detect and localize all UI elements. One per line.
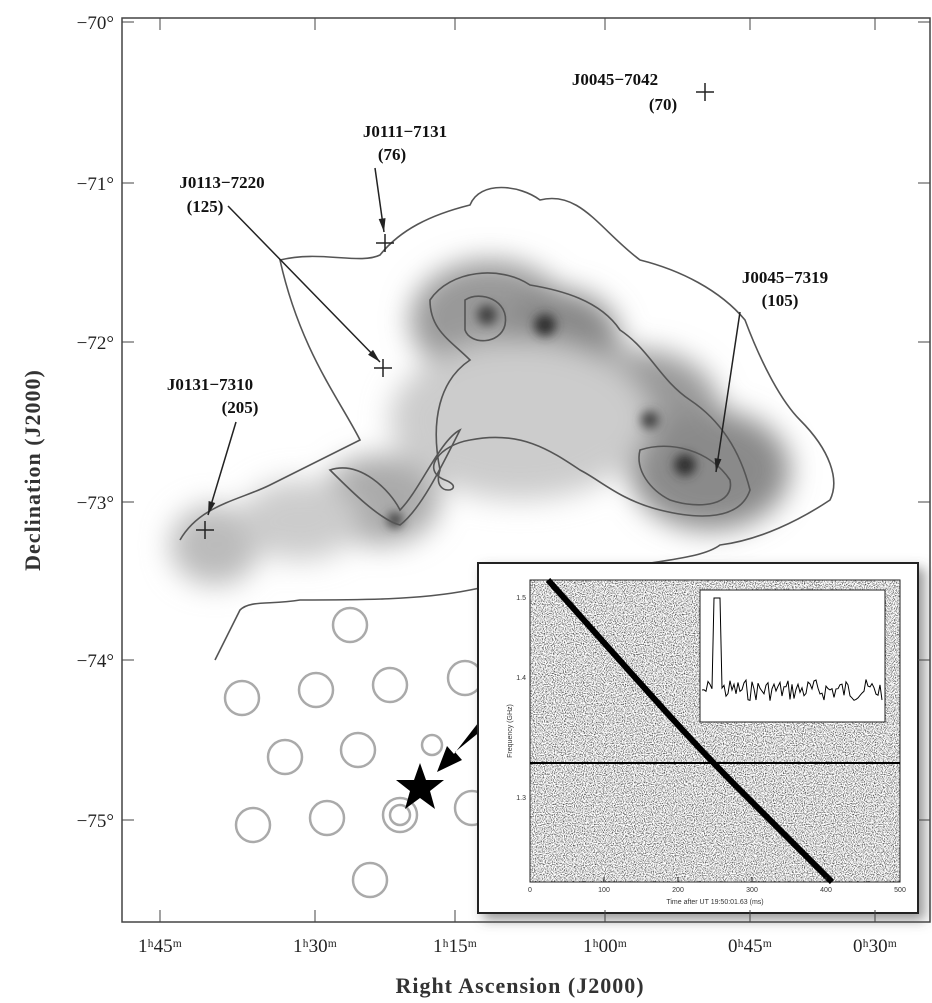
pulsar-name: J0113−7220 <box>179 173 264 192</box>
pulse-profile <box>701 597 883 701</box>
contour-core <box>464 295 507 342</box>
pulsar-dm: (76) <box>378 145 406 164</box>
inset-axes <box>529 579 901 883</box>
x-tick-label: 0ʰ30ᵐ <box>853 936 897 957</box>
y-tick-label: −70° <box>77 13 114 34</box>
pulsar-dm: (70) <box>649 95 677 114</box>
frb-star <box>396 763 444 809</box>
inset-x-label: Time after UT 19:50:01.63 (ms) <box>666 899 763 906</box>
contour-ngc <box>638 445 732 506</box>
dense-clumps <box>387 305 696 528</box>
pointer-head <box>714 458 722 472</box>
x-tick-label: 1ʰ15ᵐ <box>433 936 477 957</box>
x-tick-label: 1ʰ00ᵐ <box>583 936 627 957</box>
inset-x-tick-label: 300 <box>746 887 758 894</box>
inset-x-tick-label: 400 <box>820 887 832 894</box>
pulsar-position <box>696 83 714 101</box>
pulsar-dm: (105) <box>762 291 799 310</box>
pointer-head <box>378 218 386 232</box>
contour-wing <box>328 428 462 526</box>
contour-inner <box>429 272 751 517</box>
inset-x-tick-label: 500 <box>894 887 906 894</box>
pulsar-name: J0111−7131 <box>363 122 447 141</box>
x-axis-label: Right Ascension (J2000) <box>395 973 644 998</box>
pointer <box>715 311 741 473</box>
pulsar-position <box>376 234 394 252</box>
y-tick-label: −75° <box>77 811 114 832</box>
pointer <box>227 205 381 363</box>
inset-x-tick-label: 0 <box>528 887 532 894</box>
dispersion-sweep <box>545 577 835 885</box>
pulsar-name: J0131−7310 <box>167 375 253 394</box>
y-tick-label: −71° <box>77 174 114 195</box>
contour-outer <box>179 186 835 661</box>
pulsar-dm: (125) <box>187 197 224 216</box>
inset-y-label: Frequency (GHz) <box>507 704 514 758</box>
pulsar-name: J0045−7042 <box>572 70 658 89</box>
pointer-head <box>368 349 380 362</box>
pulsar-position <box>374 359 392 377</box>
y-axis-label: Declination (J2000) <box>20 369 45 571</box>
pulsar-dm: (205) <box>222 398 259 417</box>
x-tick-label: 1ʰ45ᵐ <box>138 936 182 957</box>
annotations: J0045−7042 (70) J0111−7131 (76) J0113−7220 (1… <box>167 70 828 539</box>
inset-x-tick-label: 100 <box>598 887 610 894</box>
pointer-head <box>208 501 216 515</box>
pointer <box>207 421 237 516</box>
inset-y-tick-label: 1.3 <box>516 795 526 802</box>
pulsar-position <box>196 521 214 539</box>
inset-x-tick-label: 200 <box>672 887 684 894</box>
inset-y-tick-label: 1.5 <box>516 595 526 602</box>
x-tick-label: 0ʰ45ᵐ <box>728 936 772 957</box>
pulsar-name: J0045−7319 <box>742 268 828 287</box>
y-tick-label: −72° <box>77 333 114 354</box>
pulse-panel <box>699 589 886 723</box>
inset <box>477 562 919 914</box>
y-tick-label: −73° <box>77 493 114 514</box>
y-tick-label: −74° <box>77 651 114 672</box>
x-tick-label: 1ʰ30ᵐ <box>293 936 337 957</box>
inset-y-tick-label: 1.4 <box>516 675 526 682</box>
